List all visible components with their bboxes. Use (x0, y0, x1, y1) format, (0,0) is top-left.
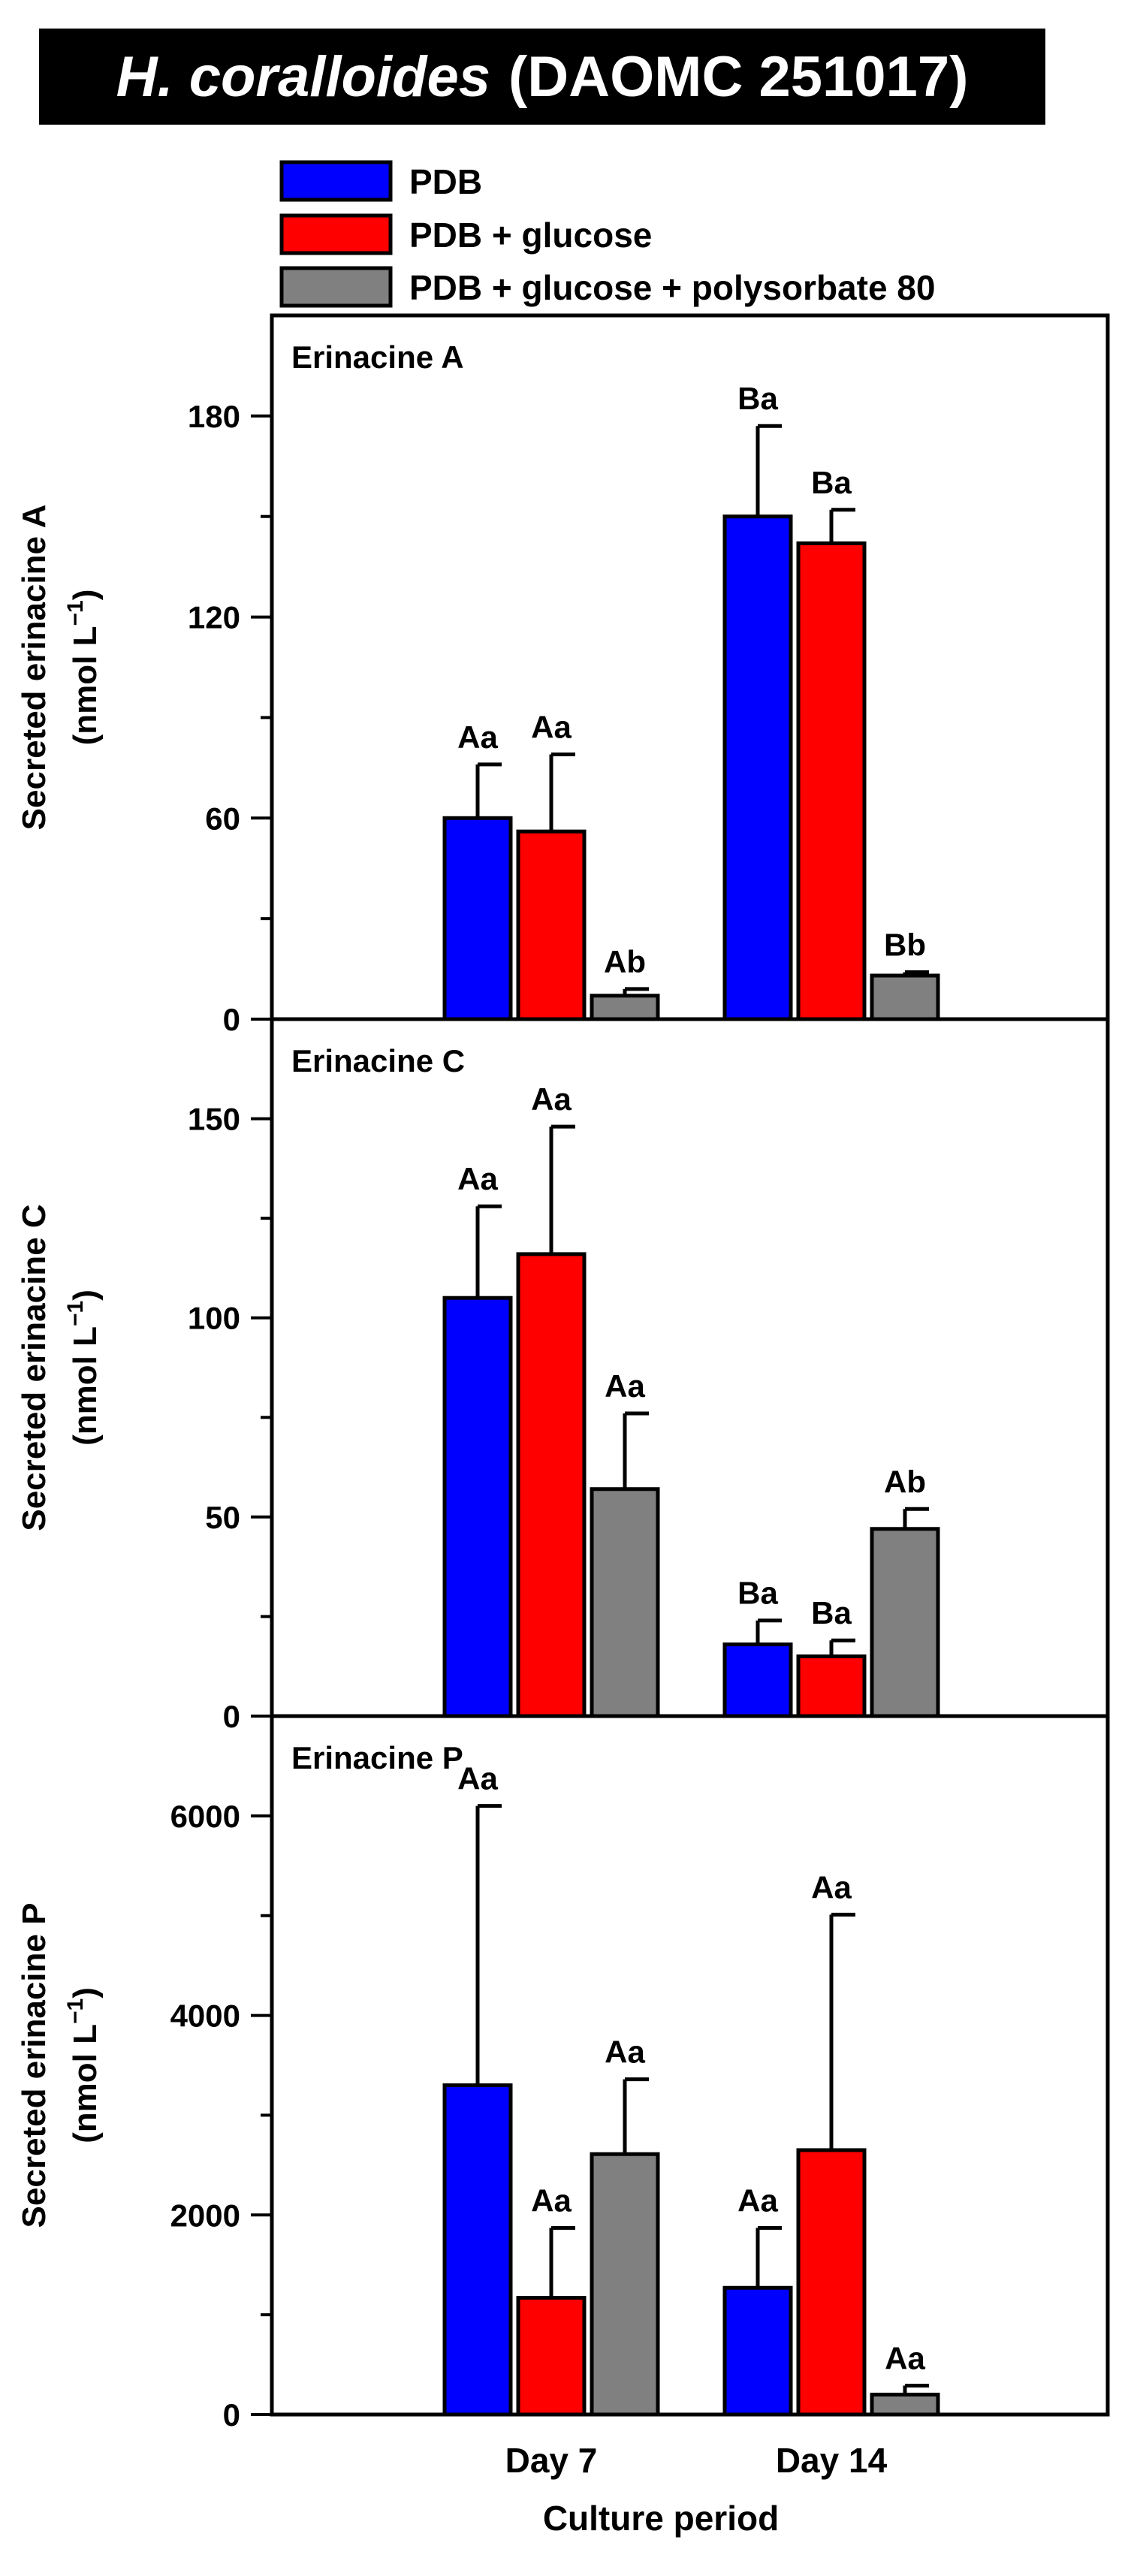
y-axis-unit-exponent: −1 (63, 600, 88, 626)
legend-label-3: PDB + glucose + polysorbate 80 (409, 268, 935, 307)
significance-label: Aa (811, 1869, 852, 1905)
bar (590, 2152, 660, 2417)
y-axis-unit-exponent: −1 (63, 1301, 88, 1326)
bar (796, 541, 867, 1021)
bar (722, 514, 793, 1021)
bar (870, 973, 940, 1021)
x-axis-label: Culture period (543, 2499, 779, 2538)
significance-label: Ba (737, 381, 778, 416)
bar (722, 1642, 793, 1718)
panel-3: 0 2000 4000 6000 Erinacine P Secreted erinaci… (16, 1714, 1110, 2480)
y-axis-label: Secreted erinacine A (16, 505, 53, 831)
y-tick-label: 60 (205, 801, 240, 836)
legend-swatch-2 (279, 213, 393, 255)
x-category-label: Day 14 (776, 2441, 888, 2480)
y-tick-label: 50 (205, 1500, 240, 1535)
bar (590, 994, 660, 1021)
significance-label: Aa (457, 1161, 498, 1196)
bar (796, 2148, 867, 2417)
panel-1: 0 60 120 180 Erinacine A Secreted erinacine A… (16, 313, 1110, 1037)
y-axis-unit-base: (nmol L (67, 2024, 104, 2143)
y-axis-unit-exponent: −1 (63, 1998, 88, 2024)
bar (870, 2392, 940, 2417)
y-tick-label: 100 (188, 1301, 240, 1336)
y-tick-label: 150 (188, 1102, 240, 1137)
significance-label: Ba (811, 465, 852, 500)
x-category-label: Day 7 (505, 2441, 598, 2480)
y-tick-label: 6000 (170, 1799, 240, 1834)
panel-title: Erinacine P (291, 1740, 463, 1775)
significance-label: Ab (604, 944, 646, 979)
y-axis-unit-close: ) (67, 1987, 104, 1998)
y-axis-label: Secreted erinacine P (16, 1903, 53, 2228)
bar (590, 1487, 660, 1718)
y-axis-unit-base: (nmol L (67, 1326, 104, 1446)
significance-label: Ab (884, 1464, 926, 1499)
y-tick-label: 180 (188, 399, 240, 434)
bar (722, 2285, 793, 2417)
y-tick-label: 4000 (170, 1998, 240, 2034)
chart-panels: 0 60 120 180 Erinacine A Secreted erinacine A… (16, 313, 1110, 2480)
significance-label: Aa (605, 1368, 645, 1404)
y-tick-label: 120 (188, 600, 240, 635)
bar (442, 1296, 513, 1718)
y-axis-unit-base: (nmol L (67, 626, 104, 746)
y-tick-label: 0 (223, 2397, 240, 2433)
panel-frame (270, 1017, 1110, 1718)
bar (516, 829, 587, 1021)
y-tick-label: 2000 (170, 2197, 240, 2233)
legend-swatch-1 (279, 160, 393, 202)
bar (516, 1252, 587, 1718)
significance-label: Aa (737, 2183, 778, 2219)
significance-label: Aa (885, 2340, 925, 2375)
significance-label: Ba (811, 1595, 852, 1630)
bar (796, 1654, 867, 1718)
significance-label: Aa (457, 719, 498, 755)
figure-title: H. coralloides (DAOMC 251017) (39, 29, 1045, 125)
y-axis-unit-close: ) (67, 1290, 104, 1301)
significance-label: Aa (457, 1761, 498, 1796)
significance-label: Bb (884, 928, 926, 963)
bar (442, 2083, 513, 2417)
significance-label: Aa (531, 710, 572, 745)
bar (516, 2296, 587, 2417)
y-tick-label: 0 (223, 1002, 240, 1037)
legend-swatch-3 (279, 266, 393, 308)
y-axis-unit: (nmol L−1) (63, 590, 104, 746)
y-axis-label: Secreted erinacine C (16, 1204, 53, 1531)
title-strain: (DAOMC 251017) (508, 44, 969, 109)
significance-label: Ba (737, 1576, 778, 1611)
y-axis-unit: (nmol L−1) (63, 1290, 104, 1446)
legend-label-2: PDB + glucose (409, 216, 652, 255)
legend-label-1: PDB (409, 162, 482, 201)
panel-title: Erinacine A (291, 339, 464, 375)
y-tick-label: 0 (223, 1699, 240, 1734)
panel-frame (270, 313, 1110, 1021)
y-axis-unit-close: ) (67, 590, 104, 601)
bar (442, 816, 513, 1021)
significance-label: Aa (605, 2035, 645, 2070)
panel-frame (270, 1714, 1110, 2417)
title-species: H. coralloides (116, 44, 490, 109)
panel-title: Erinacine C (291, 1043, 465, 1078)
panel-2: 0 50 100 150 Erinacine C Secreted erinacine C… (16, 1017, 1110, 1734)
bar (870, 1527, 940, 1718)
significance-label: Aa (531, 1081, 572, 1117)
y-axis-unit: (nmol L−1) (63, 1987, 104, 2143)
significance-label: Aa (531, 2183, 572, 2219)
legend: PDB PDB + glucose PDB + glucose + polysorb… (279, 160, 935, 308)
